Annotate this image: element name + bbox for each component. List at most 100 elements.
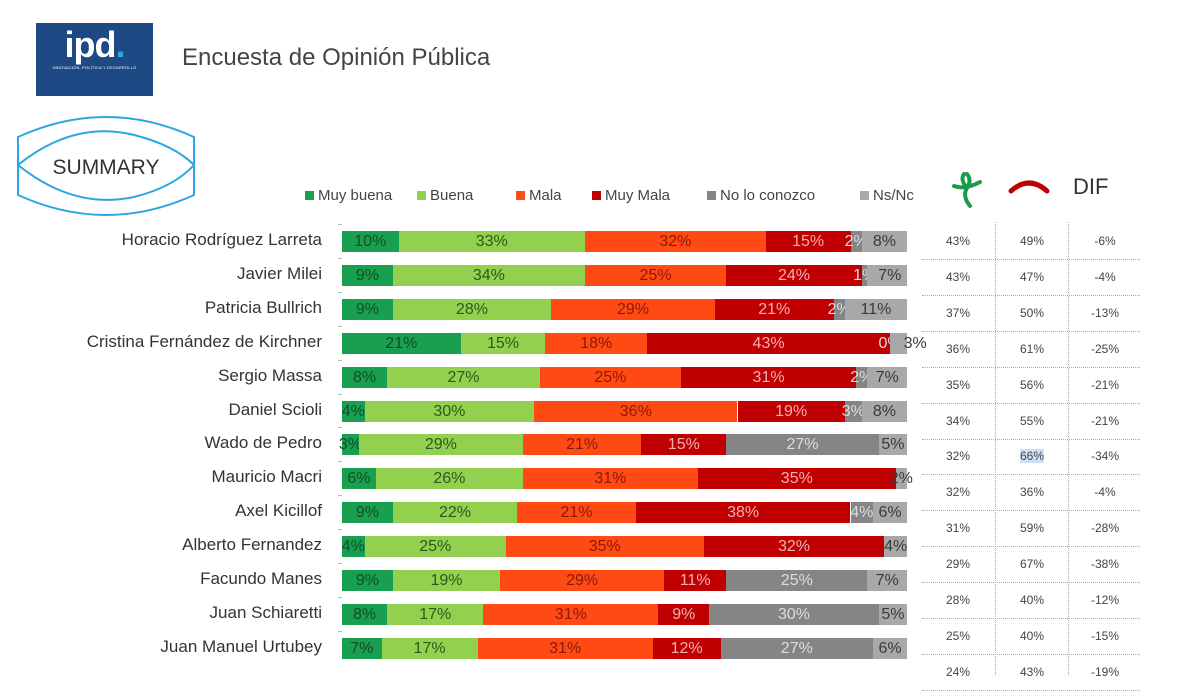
axis-tick xyxy=(338,495,342,497)
bar-value-label: 36% xyxy=(619,402,652,420)
legend-swatch xyxy=(707,191,716,200)
axis-tick xyxy=(338,529,342,531)
bar-segment xyxy=(737,400,845,422)
legend-label: No lo conozco xyxy=(720,187,816,204)
bar-value-label: 9% xyxy=(355,266,379,284)
bar-segment xyxy=(477,637,653,659)
table-cell: -25% xyxy=(1090,341,1119,356)
bar-segment xyxy=(342,468,376,490)
legend-item: Ns/Nc xyxy=(860,187,914,204)
bar-segment xyxy=(364,400,535,422)
table-cell: -21% xyxy=(1090,377,1119,392)
category-label: Horacio Rodríguez Larreta xyxy=(121,230,322,249)
bar-segment xyxy=(844,400,862,422)
legend-label: Muy buena xyxy=(318,187,393,204)
bar-value-label: 32% xyxy=(777,538,811,556)
bar-segment xyxy=(635,502,851,524)
page-title: Encuesta de Opinión Pública xyxy=(182,44,491,71)
bar-value-label: 27% xyxy=(447,368,480,386)
table-row-divider xyxy=(922,546,1140,548)
bar-segment xyxy=(658,603,710,625)
bar-segment xyxy=(641,434,727,456)
bar-segment xyxy=(522,468,698,490)
axis-tick xyxy=(338,359,342,361)
bar-value-label: 29% xyxy=(616,300,649,318)
table-row-divider xyxy=(922,259,1140,260)
bar-segment xyxy=(358,434,523,456)
category-label: Sergio Massa xyxy=(218,365,322,385)
table-cell: 32% xyxy=(945,449,971,464)
bar-segment xyxy=(381,637,478,659)
table-cell: 50% xyxy=(1019,305,1045,320)
table-cell: 56% xyxy=(1019,377,1045,392)
axis-tick xyxy=(338,427,342,429)
table-cell: -15% xyxy=(1090,628,1119,643)
bar-segment xyxy=(551,298,715,320)
bar-segment xyxy=(342,536,365,558)
summary-badge-shape xyxy=(17,116,195,216)
bar-segment xyxy=(364,536,506,558)
bar-segment xyxy=(833,298,845,320)
bar-value-label: 15% xyxy=(792,233,825,250)
bar-segment xyxy=(505,536,704,558)
bar-value-label: 35% xyxy=(780,470,813,488)
legend-label: Ns/Nc xyxy=(873,187,914,204)
table-cell: 47% xyxy=(1019,269,1045,284)
table-cell: -28% xyxy=(1090,521,1119,536)
bar-segment xyxy=(647,332,891,354)
bar-segment xyxy=(867,570,907,591)
bar-segment xyxy=(844,298,907,320)
table-cell: 36% xyxy=(945,341,971,356)
bar-segment xyxy=(460,332,546,354)
table-cell: -19% xyxy=(1090,664,1119,679)
bar-segment xyxy=(584,264,727,286)
bar-segment xyxy=(342,570,393,591)
bar-value-label: 30% xyxy=(777,605,811,623)
table-cell: 28% xyxy=(945,593,971,607)
bar-segment xyxy=(342,502,393,524)
table-cell: 59% xyxy=(1019,521,1045,536)
bar-segment xyxy=(539,366,681,388)
legend-label: Mala xyxy=(529,187,562,204)
bar-segment xyxy=(342,298,393,320)
bar-value-label: 22% xyxy=(438,504,472,522)
table-row-divider xyxy=(922,402,1140,404)
table-cell: 67% xyxy=(1019,557,1045,572)
legend-item: Mala xyxy=(516,187,562,204)
bar-segment xyxy=(709,603,879,625)
bar-value-label: 26% xyxy=(433,470,466,488)
legend-swatch xyxy=(516,191,525,200)
bar-value-label: 5% xyxy=(881,436,905,454)
bar-value-label: 17% xyxy=(413,639,446,657)
bar-value-label: 17% xyxy=(419,605,452,623)
bar-segment xyxy=(392,298,552,320)
bar-value-label: 3% xyxy=(841,402,865,420)
table-cell: 25% xyxy=(945,628,971,643)
bar-value-label: 31% xyxy=(554,605,587,623)
category-label: Juan Manuel Urtubey xyxy=(160,636,322,656)
bar-segment xyxy=(884,536,907,558)
category-label: Javier Milei xyxy=(236,263,322,283)
bar-segment xyxy=(375,468,523,490)
bar-segment xyxy=(726,434,879,456)
bar-segment xyxy=(398,231,585,252)
bar-value-label: 4% xyxy=(850,504,874,522)
table-row-divider xyxy=(922,294,1140,296)
bar-segment xyxy=(765,231,851,252)
bar-value-label: 31% xyxy=(594,470,627,488)
bar-segment xyxy=(392,502,518,524)
bar-value-label: 25% xyxy=(419,538,452,556)
table-cell: 55% xyxy=(1019,413,1045,428)
bar-value-label: 9% xyxy=(672,605,696,623)
table-row-divider xyxy=(922,474,1140,476)
table-cell: 35% xyxy=(945,377,971,392)
bar-value-label: 28% xyxy=(455,300,488,318)
bar-segment xyxy=(522,434,642,456)
legend-item: Muy Mala xyxy=(592,187,670,204)
table-cell: -21% xyxy=(1090,413,1119,428)
legend-item: Muy buena xyxy=(305,187,392,204)
axis-tick xyxy=(338,393,342,395)
table-cell: 66% xyxy=(997,449,1067,464)
category-label: Mauricio Macri xyxy=(211,467,322,487)
bar-value-label: 6% xyxy=(878,639,902,657)
